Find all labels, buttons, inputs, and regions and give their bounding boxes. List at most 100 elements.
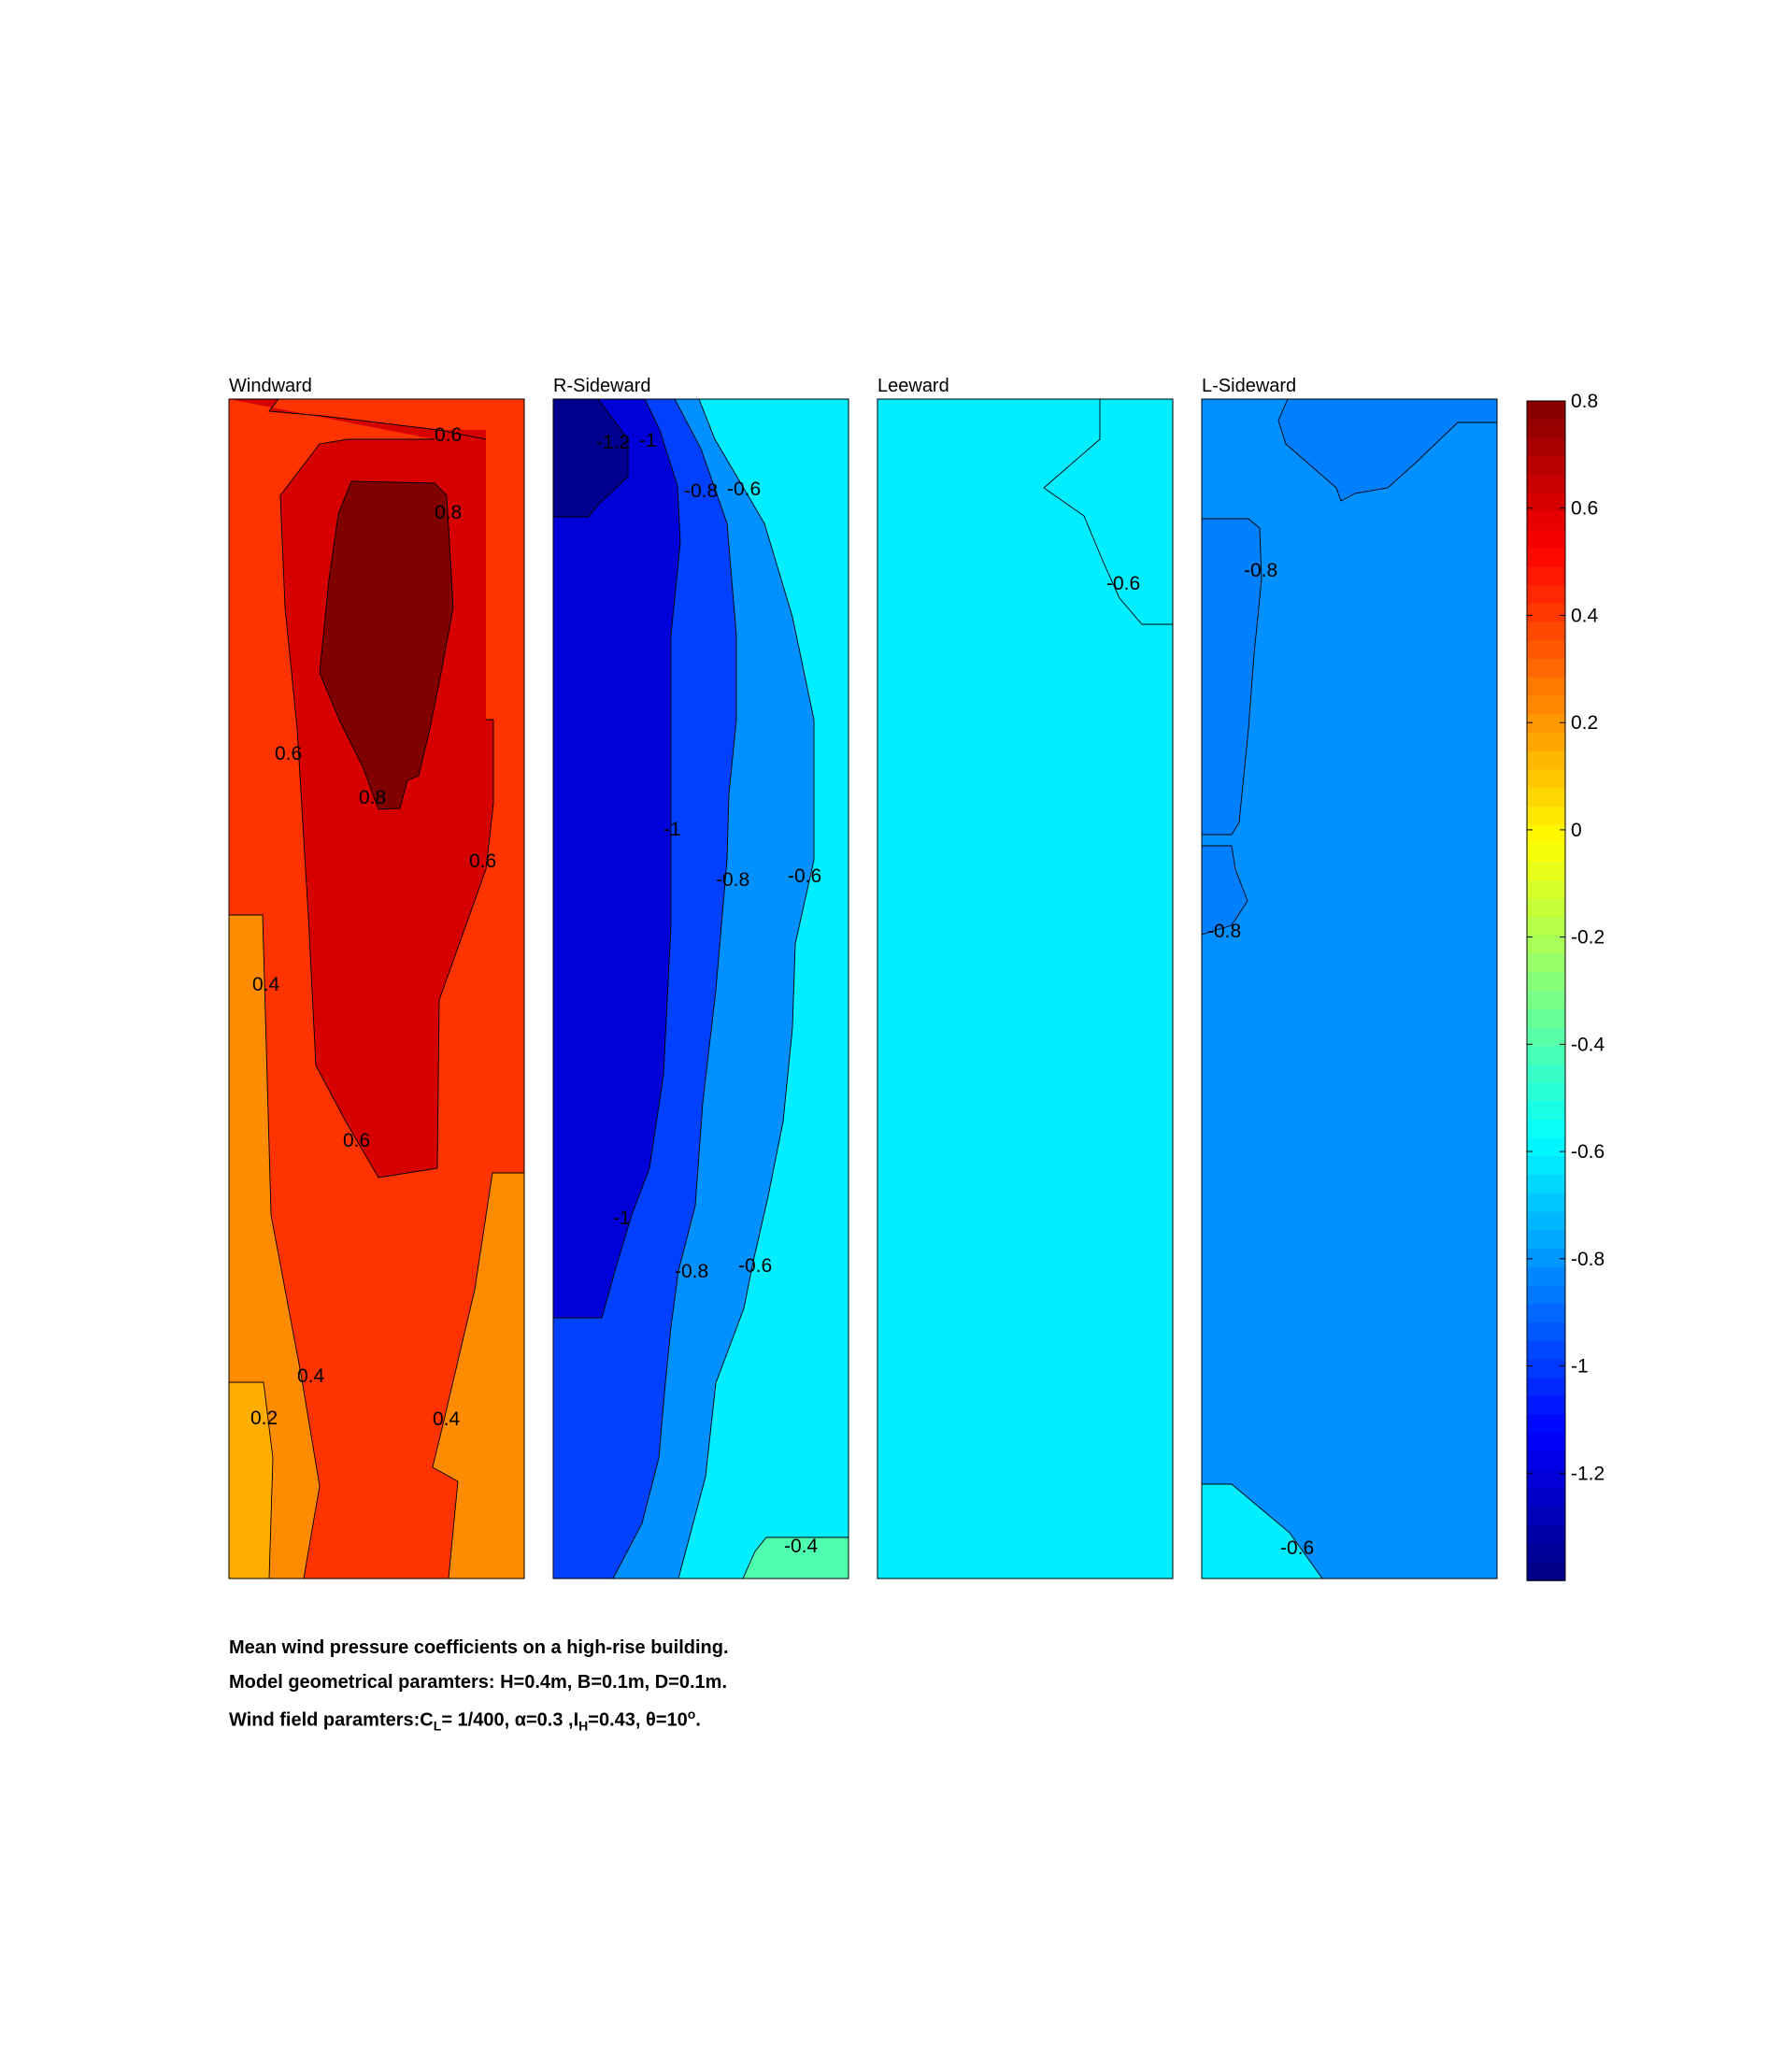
panel-frame-l-sideward <box>1201 398 1498 1579</box>
panel-title-l-sideward: L-Sideward <box>1202 376 1296 396</box>
colorbar-strip <box>1527 898 1565 918</box>
colorbar-strip <box>1527 824 1565 845</box>
colorbar-strip <box>1527 1156 1565 1176</box>
colorbar-strip <box>1527 806 1565 826</box>
colorbar-gradient <box>1527 401 1565 1581</box>
colorbar-strip <box>1527 1562 1565 1581</box>
colorbar-strip <box>1527 1027 1565 1047</box>
contour-label: -1 <box>639 430 657 451</box>
colorbar-strip <box>1527 972 1565 992</box>
panel-title-r-sideward: R-Sideward <box>553 376 650 396</box>
colorbar-strip <box>1527 953 1565 974</box>
contour-label: -0.8 <box>1244 560 1277 581</box>
colorbar-strip <box>1527 640 1565 660</box>
colorbar-ticks: 0.8 0.6 0.4 0.2 0 -0.2 -0.4 -0.6 -0.8 -1 -1.2 <box>1527 391 1605 1484</box>
region-rside-minus12 <box>553 399 680 1318</box>
colorbar-strip <box>1527 1266 1565 1287</box>
caption-line-2: Model geometrical paramters: H=0.4m, B=0… <box>229 1672 727 1693</box>
colorbar-strip <box>1527 769 1565 789</box>
contour-label: 0.8 <box>359 787 386 808</box>
colorbar-strip <box>1527 1322 1565 1342</box>
colorbar-strip <box>1527 1175 1565 1194</box>
colorbar-tick-label: -1.2 <box>1571 1463 1605 1484</box>
colorbar-strip <box>1527 1524 1565 1545</box>
colorbar-strip <box>1527 1378 1565 1397</box>
contour-label: -0.6 <box>1280 1537 1314 1559</box>
caption-line-3-prefix: Wind field paramters:C <box>229 1709 434 1731</box>
colorbar-strip <box>1527 1285 1565 1306</box>
caption-line-3-sub-h: H <box>578 1718 589 1734</box>
colorbar-strip <box>1527 843 1565 863</box>
contour-label: -0.8 <box>684 480 718 502</box>
contour-lines-lside <box>1202 399 1497 1579</box>
region-lside-mid-left <box>1202 846 1248 935</box>
colorbar-strip <box>1527 530 1565 550</box>
colorbar-strip <box>1527 1543 1565 1564</box>
panel-r-sideward: R-Sideward -1.2 -1 -0.8 -0.6 -1 -0.8 -0.… <box>552 376 849 1579</box>
region-lside-upper-left <box>1202 519 1262 835</box>
colorbar-strip <box>1527 879 1565 900</box>
contour-label: -1 <box>613 1207 631 1229</box>
colorbar-strip <box>1527 1359 1565 1379</box>
region-rside-minus13 <box>553 399 628 517</box>
colorbar-strip <box>1527 1340 1565 1361</box>
contour-label: 0.4 <box>297 1365 325 1387</box>
caption-line-3-mid: = 1/400, α=0.3 ,I <box>441 1709 579 1731</box>
contour-label: 0.2 <box>250 1408 278 1429</box>
colorbar-strip <box>1527 1082 1565 1103</box>
colorbar-strip <box>1527 548 1565 568</box>
colorbar-strip <box>1527 474 1565 494</box>
region-lside-top <box>1278 399 1497 501</box>
contour-label: -0.6 <box>727 479 761 500</box>
colorbar-strip <box>1527 437 1565 457</box>
colorbar-tick-label: 0.8 <box>1571 391 1598 412</box>
region-windward-08 <box>320 481 453 809</box>
panel-frame-leeward <box>877 398 1174 1579</box>
colorbar-strip <box>1527 419 1565 439</box>
colorbar-strip <box>1527 1395 1565 1416</box>
colorbar-strip <box>1527 1433 1565 1452</box>
contour-label: -0.6 <box>738 1255 772 1277</box>
contour-lines-leeward <box>1043 399 1173 625</box>
contour-lines-windward <box>229 399 524 1579</box>
region-windward-02-right <box>433 1173 524 1579</box>
colorbar-strip <box>1527 1469 1565 1490</box>
colorbar-tick-label: 0.6 <box>1571 498 1598 520</box>
colorbar-strip <box>1527 732 1565 752</box>
panel-leeward: Leeward -0.6 <box>877 376 1174 1579</box>
colorbar-strip <box>1527 677 1565 697</box>
colorbar-strip <box>1527 1101 1565 1121</box>
contour-label: 0.6 <box>469 850 496 872</box>
panel-frame-r-sideward <box>552 398 849 1579</box>
colorbar-strip <box>1527 1507 1565 1526</box>
colorbar-strip <box>1527 1304 1565 1323</box>
contour-label: -0.6 <box>1106 573 1140 594</box>
colorbar-strip <box>1527 1046 1565 1065</box>
colorbar-tick-label: -0.4 <box>1571 1034 1605 1055</box>
contour-label: 0.4 <box>433 1408 461 1430</box>
colorbar-strip <box>1527 1193 1565 1213</box>
contour-label: -1.2 <box>596 432 630 453</box>
colorbar-strip <box>1527 566 1565 586</box>
colorbar-tick-label: -0.6 <box>1571 1141 1605 1163</box>
colorbar-strip <box>1527 935 1565 955</box>
panel-title-leeward: Leeward <box>877 376 949 396</box>
colorbar-strip <box>1527 659 1565 679</box>
caption-line-1: Mean wind pressure coefficients on a hig… <box>229 1637 729 1658</box>
panel-frame-windward <box>228 398 525 1579</box>
colorbar-strip <box>1527 511 1565 531</box>
colorbar-strip <box>1527 1064 1565 1084</box>
colorbar-strip <box>1527 1450 1565 1471</box>
colorbar-strip <box>1527 1211 1565 1232</box>
colorbar-strip <box>1527 1230 1565 1250</box>
colorbar-strip <box>1527 1488 1565 1508</box>
contour-label: -0.8 <box>716 869 749 891</box>
region-lside-bottom <box>1202 1484 1322 1579</box>
contour-label: -0.6 <box>788 865 821 887</box>
caption-line-3-end: =0.43, θ=10 <box>588 1709 688 1731</box>
colorbar-strip <box>1527 861 1565 881</box>
colorbar-strip <box>1527 714 1565 734</box>
colorbar-frame <box>1526 400 1566 1581</box>
colorbar-strip <box>1527 401 1565 421</box>
contour-label: 0.4 <box>252 974 280 995</box>
